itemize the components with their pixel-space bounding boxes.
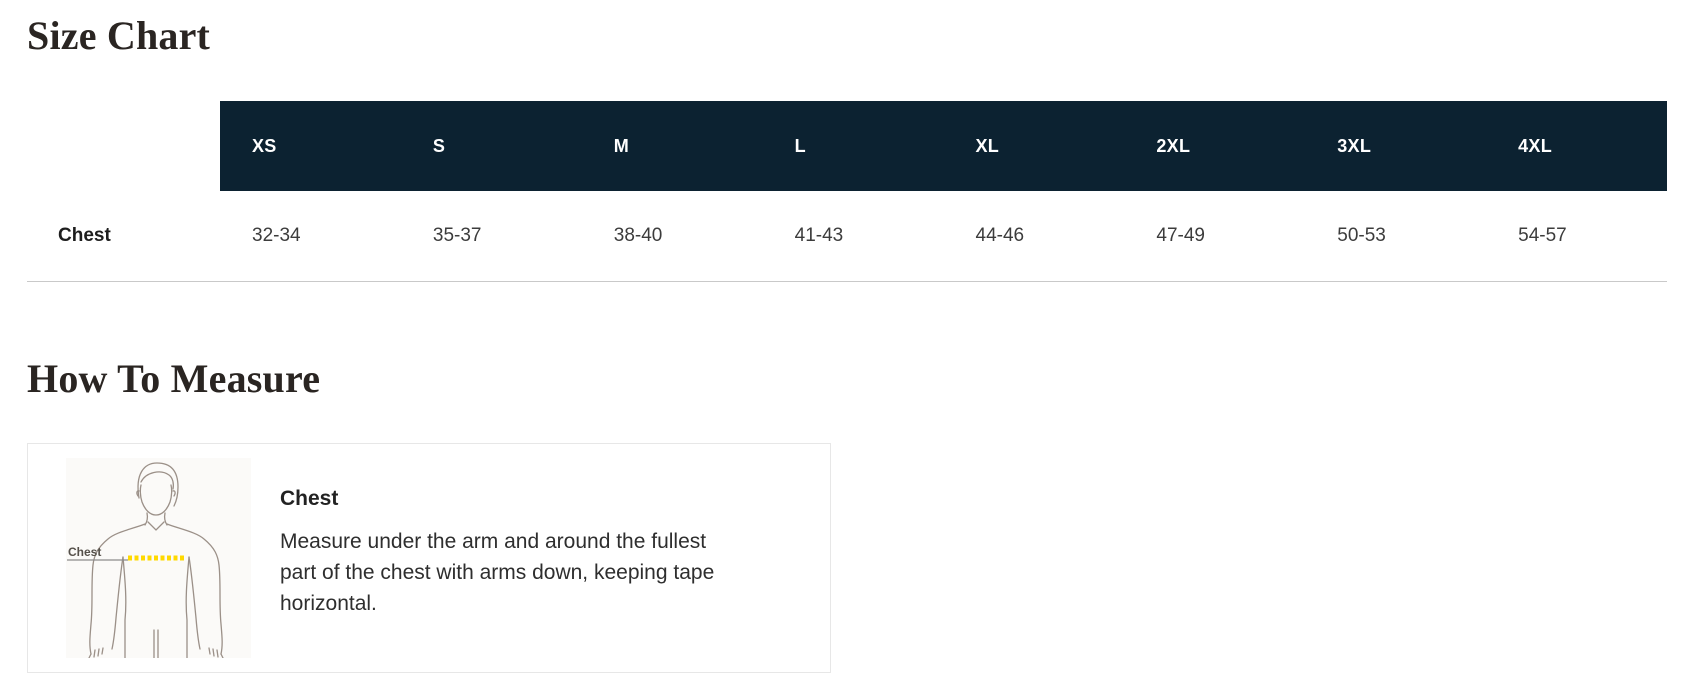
chest-value-l: 41-43: [794, 224, 844, 246]
measure-card-chest: Chest Chest Measure under the arm and ar…: [27, 442, 831, 673]
chest-value-xl: 44-46: [975, 224, 1025, 246]
how-to-measure-heading: How To Measure: [27, 355, 321, 401]
illustration-chest-label: Chest: [68, 545, 101, 559]
size-table-header-row: XS S M L XL 2XL 3XL 4XL: [27, 101, 1667, 191]
size-col-xl: XL: [943, 101, 1125, 191]
chest-value-4xl: 54-57: [1518, 224, 1567, 246]
measure-card-text: Chest Measure under the arm and around t…: [280, 458, 735, 619]
size-col-s: S: [400, 101, 582, 191]
size-col-2xl: 2XL: [1124, 101, 1306, 191]
size-chart-heading: Size Chart: [27, 13, 211, 58]
chest-value-s: 35-37: [432, 224, 482, 246]
chest-value-3xl: 50-53: [1337, 224, 1386, 246]
size-col-l: L: [762, 101, 944, 191]
chest-value-2xl: 47-49: [1156, 224, 1205, 246]
size-chart-table: XS S M L XL 2XL 3XL 4XL Chest 32-34 35-3…: [27, 101, 1667, 282]
chest-measure-illustration: Chest: [66, 457, 251, 658]
table-row-chest: Chest 32-34 35-37 38-40 41-43 44-46 47-4…: [27, 191, 1667, 281]
size-col-4xl: 4XL: [1486, 101, 1667, 191]
torso-figure: [88, 461, 224, 658]
measure-card-description: Measure under the arm and around the ful…: [280, 529, 715, 615]
size-col-m: M: [581, 101, 763, 191]
chest-value-m: 38-40: [613, 224, 663, 246]
illustration-background: [66, 457, 251, 658]
chest-value-xs: 32-34: [252, 224, 301, 246]
size-col-xs: XS: [220, 101, 401, 191]
size-table-corner-cell: [27, 101, 220, 191]
size-col-3xl: 3XL: [1305, 101, 1487, 191]
measure-card-title: Chest: [280, 486, 339, 510]
chest-row-label: Chest: [58, 224, 111, 246]
